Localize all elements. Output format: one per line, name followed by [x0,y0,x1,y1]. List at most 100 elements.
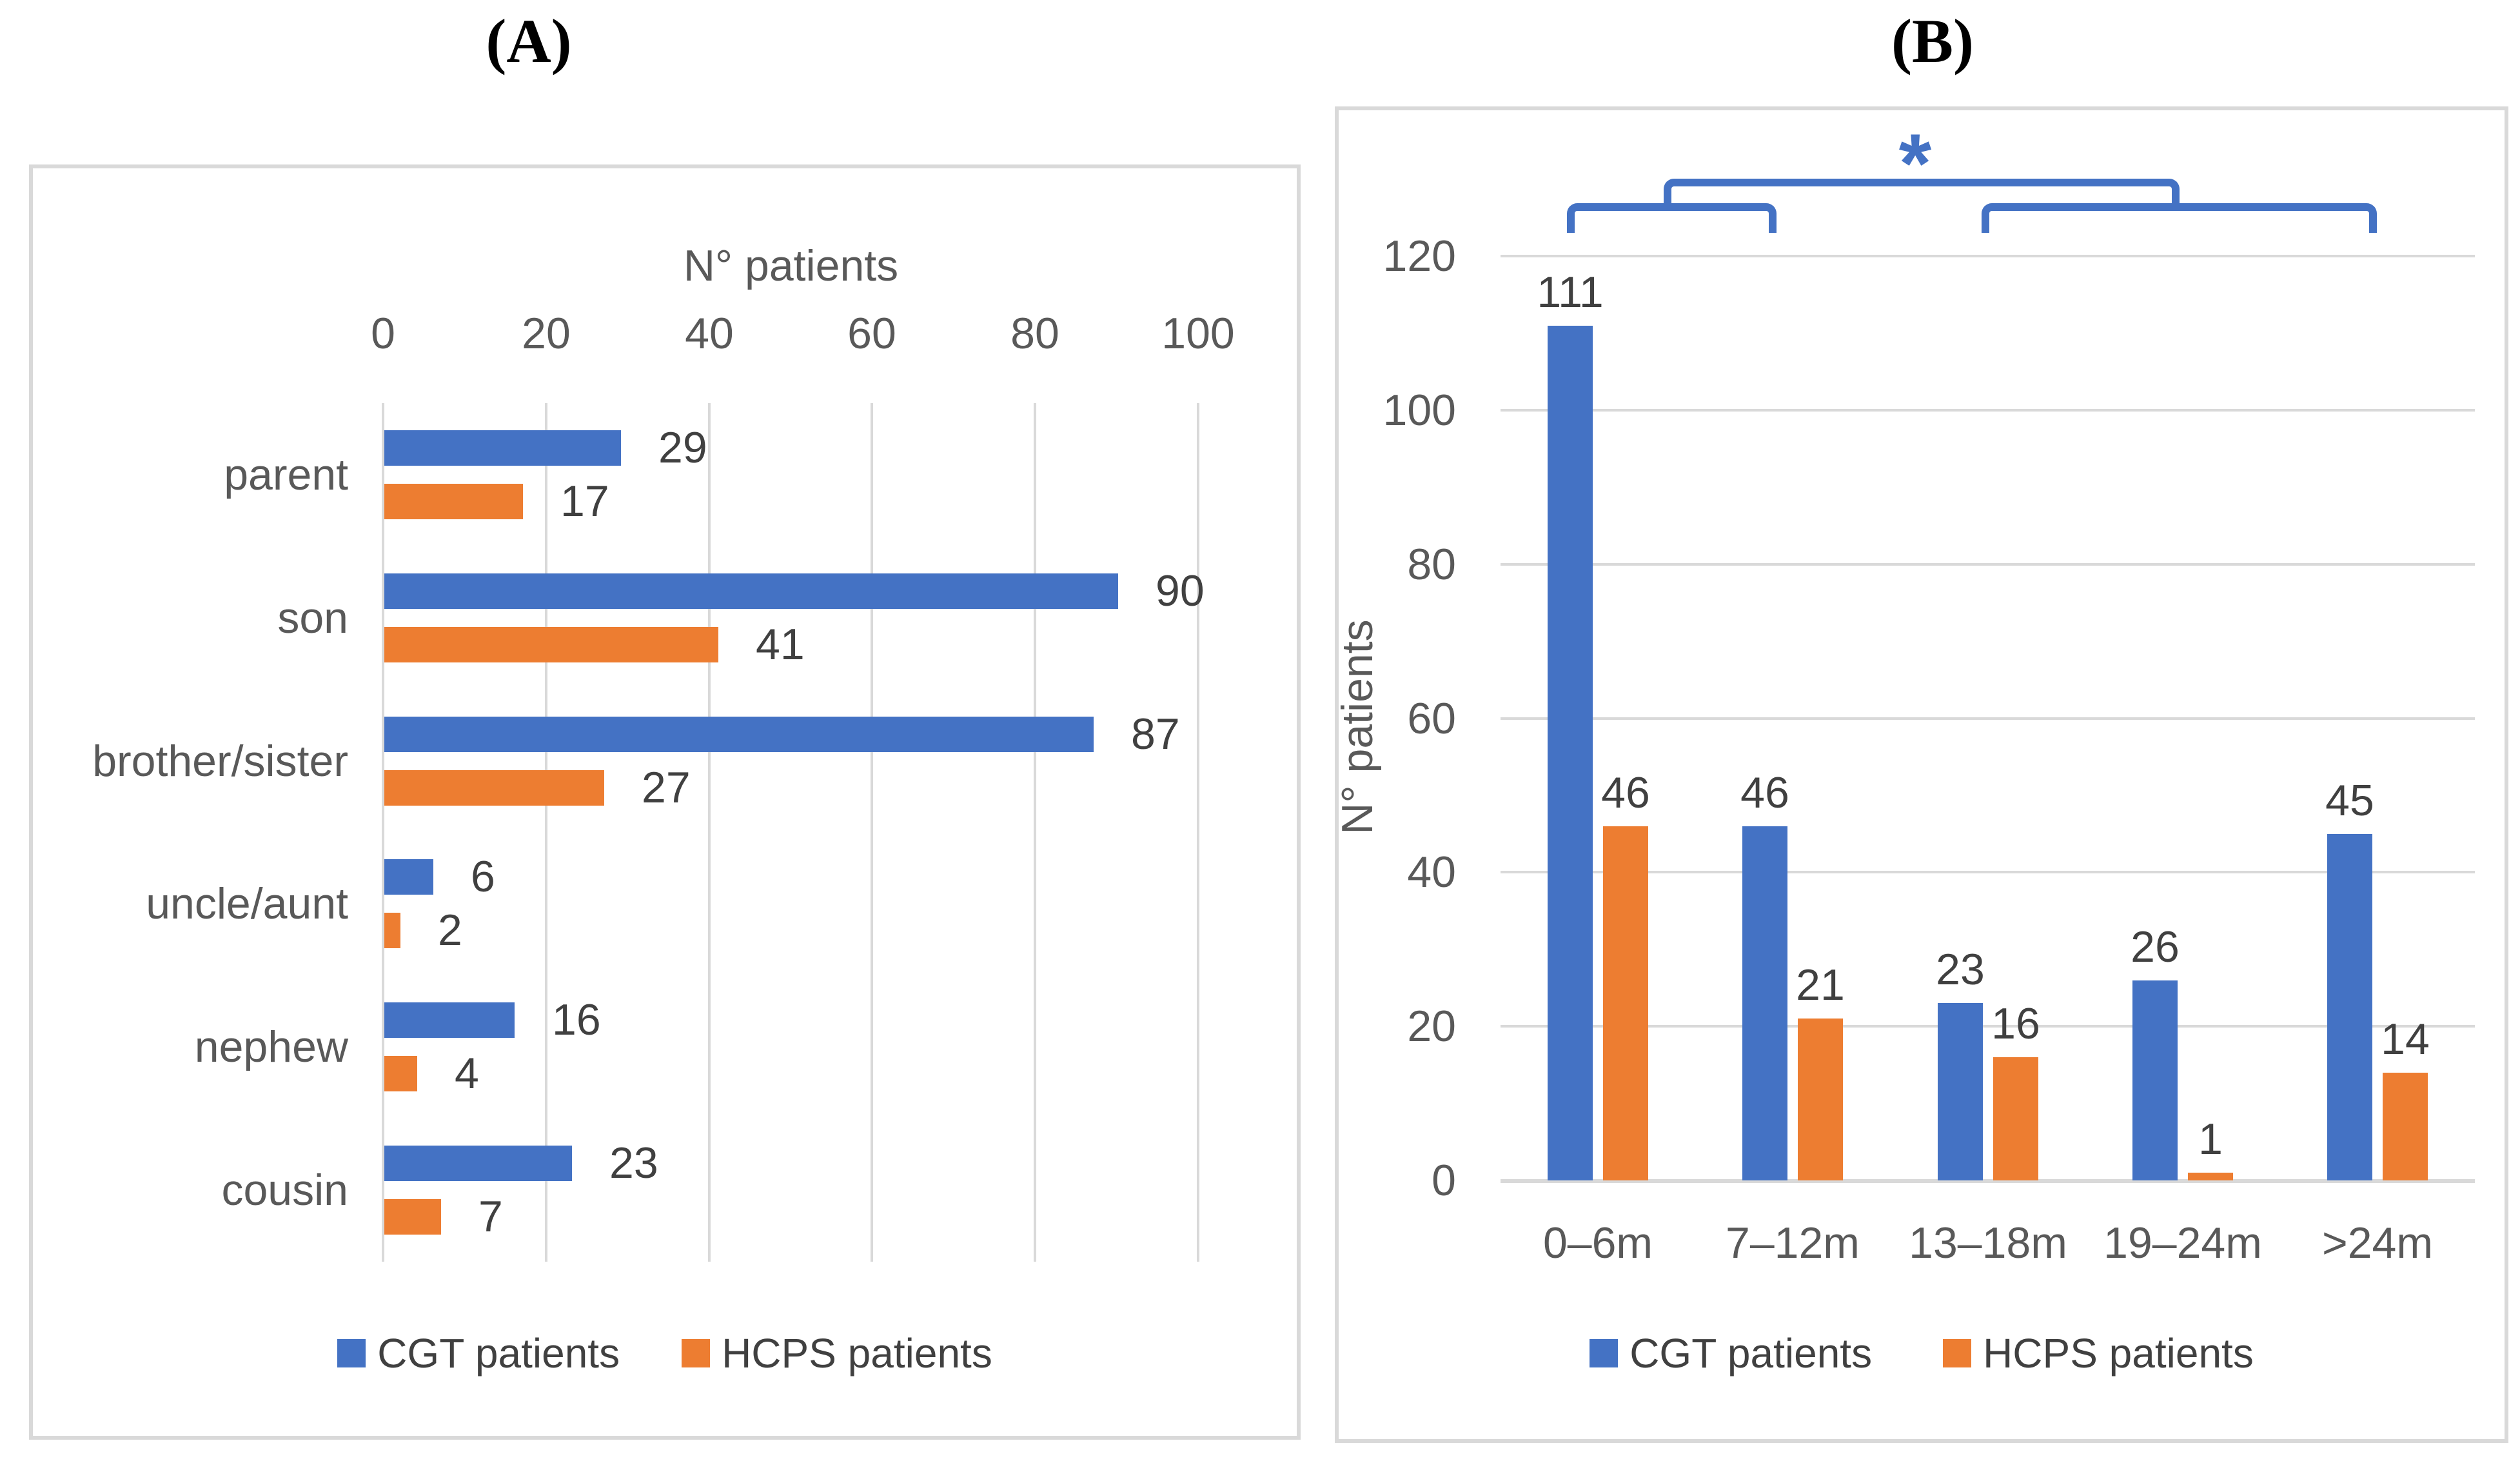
bar-hcps-4 [384,1056,417,1091]
bar-value-label-hcps-4: 4 [455,1049,479,1098]
panel-b-legend: CGT patients HCPS patients [1335,1333,2508,1374]
bar-value-label-cgt-2: 87 [1131,710,1180,759]
bar-value-label-hcps-b-4: 14 [2381,1015,2430,1064]
bar-cgt-b-3 [2132,980,2178,1180]
significance-asterisk: * [1898,116,1932,210]
bar-value-label-hcps-2: 27 [642,763,691,812]
gridline-y-120 [1501,255,2475,257]
panel-a-chart-area [29,164,1301,1440]
category-label-b-0: 0–6m [1542,1218,1653,1267]
bar-value-label-cgt-b-1: 46 [1740,768,1789,817]
gridline-x-80 [1034,403,1036,1262]
bar-cgt-3 [384,859,433,895]
significance-bracket-left-group [1567,203,1777,233]
legend-item-hcps: HCPS patients [1943,1333,2254,1374]
gridline-x-60 [871,403,873,1262]
significance-bracket-right-group [1982,203,2377,233]
bar-hcps-5 [384,1199,441,1235]
panel-a-title: (A) [486,6,572,75]
legend-label: CGT patients [377,1330,620,1377]
bar-value-label-cgt-3: 6 [471,852,495,901]
x-tick-label-100: 100 [1161,309,1235,358]
y-tick-label-80: 80 [1407,540,1456,589]
panel-a-axis-title: N° patients [683,241,899,290]
bar-cgt-b-0 [1548,326,1593,1180]
bar-value-label-cgt-0: 29 [658,423,707,472]
y-tick-label-60: 60 [1407,694,1456,743]
bar-cgt-2 [384,717,1094,752]
y-tick-label-120: 120 [1383,232,1456,281]
bar-hcps-b-1 [1798,1019,1843,1180]
bar-value-label-hcps-b-0: 46 [1601,768,1650,817]
bar-value-label-hcps-5: 7 [478,1192,503,1241]
category-label-5: cousin [221,1166,348,1215]
y-tick-label-100: 100 [1383,386,1456,435]
category-label-b-1: 7–12m [1726,1218,1860,1267]
bar-hcps-0 [384,484,523,519]
bar-hcps-b-3 [2188,1173,2233,1180]
x-tick-label-60: 60 [847,309,896,358]
legend-swatch-cgt-icon [1590,1339,1619,1367]
gridline-x-100 [1197,403,1199,1262]
bar-value-label-cgt-1: 90 [1156,566,1205,615]
gridline-y-60 [1501,717,2475,720]
x-tick-label-40: 40 [685,309,734,358]
bar-value-label-cgt-b-3: 26 [2131,922,2180,971]
bar-cgt-b-2 [1938,1003,1983,1180]
category-label-b-3: 19–24m [2103,1218,2262,1267]
legend-item-hcps: HCPS patients [682,1333,992,1374]
category-label-4: nephew [194,1022,348,1071]
bar-hcps-b-2 [1993,1057,2038,1180]
panel-b-title: (B) [1891,6,1974,75]
y-tick-label-0: 0 [1432,1156,1456,1205]
bar-cgt-1 [384,573,1118,609]
bar-value-label-hcps-b-1: 21 [1796,960,1845,1009]
bar-value-label-cgt-b-4: 45 [2325,776,2374,825]
bar-hcps-b-4 [2383,1073,2428,1180]
gridline-x-0 [382,403,384,1262]
bar-hcps-1 [384,627,718,662]
legend-label: HCPS patients [1983,1330,2254,1377]
bar-value-label-cgt-b-0: 111 [1537,268,1604,317]
legend-label: HCPS patients [722,1330,992,1377]
legend-item-cgt: CGT patients [337,1333,620,1374]
legend-swatch-hcps-icon [682,1339,711,1367]
x-tick-label-20: 20 [522,309,571,358]
x-tick-label-80: 80 [1010,309,1059,358]
bar-hcps-2 [384,770,604,806]
bar-cgt-4 [384,1002,515,1038]
bar-value-label-cgt-5: 23 [609,1138,658,1188]
bar-cgt-0 [384,430,621,466]
gridline-y-20 [1501,1025,2475,1028]
category-label-b-2: 13–18m [1909,1218,2067,1267]
category-label-1: son [277,593,348,642]
legend-swatch-hcps-icon [1943,1339,1972,1367]
gridline-y-0 [1501,1179,2475,1183]
bar-cgt-b-1 [1742,826,1787,1180]
category-label-0: parent [224,450,348,499]
bar-value-label-hcps-b-2: 16 [1991,999,2040,1048]
bar-value-label-cgt-b-2: 23 [1936,945,1985,994]
gridline-y-80 [1501,563,2475,566]
legend-label: CGT patients [1629,1330,1873,1377]
panel-b-chart-area [1335,106,2508,1443]
x-tick-label-0: 0 [371,309,395,358]
gridline-y-100 [1501,409,2475,412]
legend-swatch-cgt-icon [337,1339,366,1367]
legend-item-cgt: CGT patients [1590,1333,1872,1374]
significance-bracket-top [1664,179,2180,203]
gridline-x-20 [545,403,547,1262]
bar-value-label-cgt-4: 16 [552,995,601,1044]
bar-value-label-hcps-b-3: 1 [2198,1115,2223,1164]
y-tick-label-40: 40 [1407,848,1456,897]
gridline-y-40 [1501,871,2475,873]
bar-value-label-hcps-0: 17 [560,477,609,526]
bar-value-label-hcps-1: 41 [756,620,805,669]
bar-hcps-3 [384,913,400,948]
category-label-b-4: >24m [2322,1218,2433,1267]
panel-a-legend: CGT patients HCPS patients [29,1333,1301,1374]
bar-cgt-b-4 [2327,834,2372,1180]
category-label-3: uncle/aunt [146,879,348,928]
category-label-2: brother/sister [92,737,348,786]
